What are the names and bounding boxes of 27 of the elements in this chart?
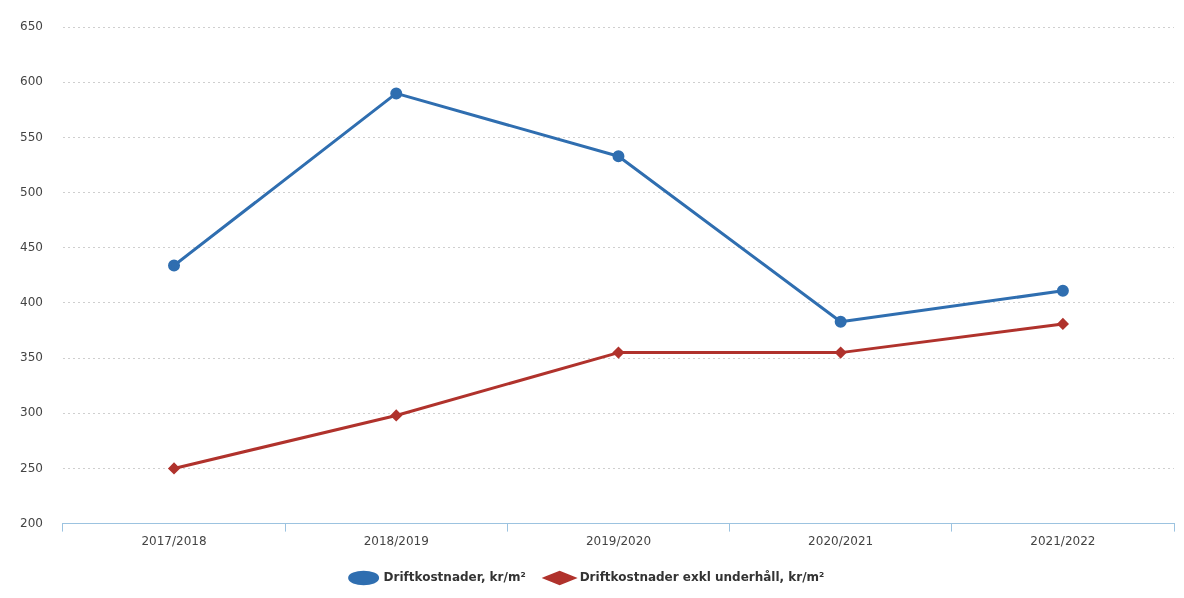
x-tick-label: 2017/2018 (141, 533, 207, 548)
x-tick-label: 2018/2019 (363, 533, 429, 548)
y-tick-label: 550 (20, 129, 43, 144)
y-tick-label: 650 (20, 19, 43, 34)
point (1056, 284, 1069, 297)
x-tick-label: 2021/2022 (1030, 533, 1096, 548)
y-tick-label: 200 (20, 515, 43, 530)
y-tick-label: 350 (20, 350, 43, 365)
x-tick-label: 2020/2021 (808, 533, 874, 548)
point (835, 347, 847, 359)
y-tick-label: 600 (20, 74, 43, 89)
point (168, 259, 181, 272)
point (1057, 318, 1069, 330)
y-tick-label: 300 (20, 405, 43, 420)
legend-label: Driftkostnader, kr/m² (383, 570, 526, 585)
legend-label: Driftkostnader exkl underhåll, kr/m² (579, 570, 825, 585)
point (390, 87, 403, 100)
point (612, 347, 624, 359)
point (834, 315, 847, 328)
point (612, 150, 625, 163)
y-tick-label: 450 (20, 239, 43, 254)
y-tick-label: 400 (20, 295, 43, 310)
x-tick-label: 2019/2020 (585, 533, 652, 548)
y-tick-label: 500 (20, 184, 43, 199)
point (168, 462, 180, 474)
point (390, 410, 402, 421)
y-tick-label: 250 (20, 460, 43, 475)
